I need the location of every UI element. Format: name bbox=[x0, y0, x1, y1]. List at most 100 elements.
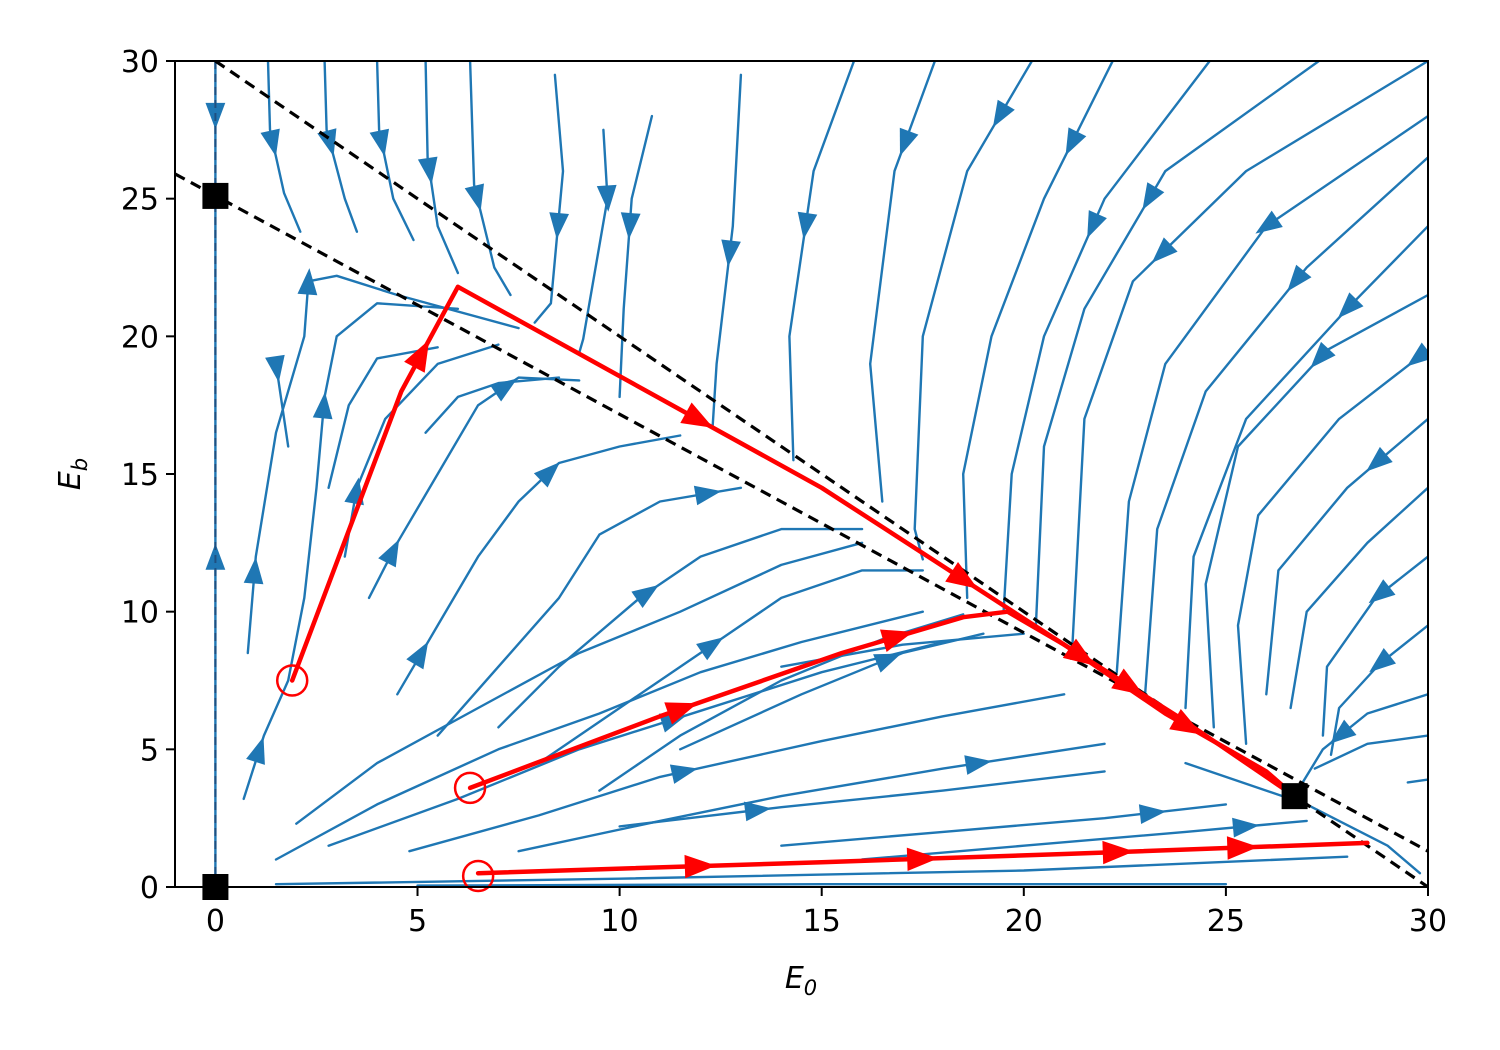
streamline bbox=[1115, 114, 1428, 674]
trajectory-line bbox=[475, 840, 1370, 876]
trajectory-arrow bbox=[1102, 840, 1134, 865]
y-tick-label: 0 bbox=[140, 871, 159, 906]
y-tick-label: 15 bbox=[121, 458, 159, 493]
streamline bbox=[468, 61, 512, 297]
streamline bbox=[424, 376, 561, 434]
streamline-arrow bbox=[669, 764, 698, 784]
x-tick-label: 30 bbox=[1409, 904, 1447, 939]
streamline bbox=[1071, 61, 1428, 649]
x-tick-label: 25 bbox=[1207, 904, 1245, 939]
trajectory-arrow bbox=[906, 847, 939, 871]
streamline bbox=[517, 742, 1106, 853]
x-axis-label: E0 bbox=[785, 961, 817, 1000]
streamline bbox=[537, 569, 924, 765]
streamline-arrow bbox=[1406, 342, 1428, 367]
trajectory-line bbox=[467, 609, 1297, 799]
y-tick-label: 30 bbox=[121, 45, 159, 80]
streamline-arrow bbox=[1368, 579, 1396, 604]
y-tick-label: 25 bbox=[121, 183, 159, 218]
streamline bbox=[1184, 225, 1428, 710]
streamline-arrow bbox=[1310, 341, 1336, 369]
streamline bbox=[424, 61, 460, 275]
streamline-arrow bbox=[696, 637, 724, 661]
streamline bbox=[1002, 61, 1211, 613]
streamline bbox=[408, 693, 1066, 853]
streamline bbox=[711, 73, 743, 429]
streamline bbox=[1204, 293, 1428, 729]
streamline-arrow bbox=[1329, 719, 1357, 744]
streamline bbox=[1329, 624, 1428, 756]
streamline bbox=[327, 346, 439, 489]
streamline-arrow bbox=[992, 99, 1015, 128]
streamline bbox=[327, 640, 945, 847]
streamline bbox=[679, 632, 985, 751]
x-tick-label: 5 bbox=[408, 904, 427, 939]
initial-conditions-layer bbox=[275, 664, 495, 893]
streamline-arrow bbox=[417, 156, 438, 185]
streamline-arrow bbox=[797, 211, 818, 240]
streamline bbox=[323, 61, 359, 233]
trajectory-arrow bbox=[1111, 668, 1144, 696]
streamline-arrow bbox=[620, 212, 641, 240]
streamline bbox=[375, 61, 415, 242]
streamline-arrow bbox=[1255, 210, 1283, 234]
streamline-arrow bbox=[693, 485, 722, 506]
streamline-arrow bbox=[1138, 804, 1167, 824]
streamline bbox=[1313, 734, 1428, 770]
streamline bbox=[497, 527, 864, 729]
trajectory-arrow bbox=[1169, 709, 1203, 735]
streamline bbox=[869, 61, 937, 503]
streamline-arrow bbox=[265, 354, 285, 383]
streamline-arrow bbox=[899, 127, 919, 156]
x-tick-label: 10 bbox=[601, 904, 639, 939]
y-ticks: 0 5 10 15 20 25 30 bbox=[121, 45, 175, 906]
streamline bbox=[1184, 761, 1422, 875]
streamline-arrow bbox=[1366, 446, 1393, 472]
streamline-arrow bbox=[1337, 292, 1364, 319]
x-tick-label: 20 bbox=[1005, 904, 1043, 939]
trajectory-arrow bbox=[664, 702, 698, 725]
streamline-arrow bbox=[406, 641, 429, 670]
streamline-arrow bbox=[1369, 648, 1396, 673]
streamline bbox=[274, 610, 924, 861]
x-ticks: 0 5 10 15 20 25 30 bbox=[206, 887, 1447, 939]
streamline bbox=[246, 274, 520, 655]
streamline bbox=[416, 883, 1228, 887]
streamline bbox=[788, 61, 856, 462]
streamline-arrow bbox=[1151, 237, 1178, 263]
streamline bbox=[1265, 417, 1428, 696]
streamline-arrow bbox=[596, 184, 617, 212]
initial-condition-marker bbox=[275, 664, 309, 697]
streamline bbox=[1289, 486, 1428, 710]
streamline bbox=[1034, 61, 1321, 627]
trajectory-arrow bbox=[684, 854, 717, 879]
trajectory-arrow bbox=[945, 562, 978, 589]
streamline-arrow bbox=[1232, 817, 1260, 838]
trajectories-layer bbox=[289, 284, 1370, 879]
nullcline-dashed-line bbox=[214, 61, 1428, 887]
streamline bbox=[1321, 555, 1428, 737]
streamline-arrow bbox=[533, 462, 560, 488]
streamline bbox=[618, 114, 654, 399]
y-tick-label: 20 bbox=[121, 320, 159, 355]
trajectory-arrow bbox=[680, 402, 714, 428]
streamline-arrow bbox=[369, 128, 389, 157]
streamline bbox=[1143, 156, 1428, 696]
streamline bbox=[618, 770, 1106, 828]
streamline-arrow bbox=[378, 539, 400, 568]
streamline-arrow bbox=[549, 212, 569, 240]
trajectory-arrow bbox=[1062, 638, 1096, 666]
dashed-lines-layer bbox=[175, 61, 1428, 887]
streamline-arrow bbox=[243, 557, 264, 585]
streamline-arrow bbox=[464, 183, 484, 212]
streamline bbox=[396, 434, 682, 696]
streamline bbox=[295, 541, 864, 825]
nullcline-dashed-line bbox=[175, 172, 1428, 853]
trajectory-arrow bbox=[404, 339, 430, 373]
streamline-arrow bbox=[246, 736, 265, 765]
streamline bbox=[436, 486, 743, 737]
streamline bbox=[274, 855, 1349, 886]
streamline-arrow bbox=[631, 585, 659, 608]
streamline-arrow bbox=[260, 128, 280, 157]
